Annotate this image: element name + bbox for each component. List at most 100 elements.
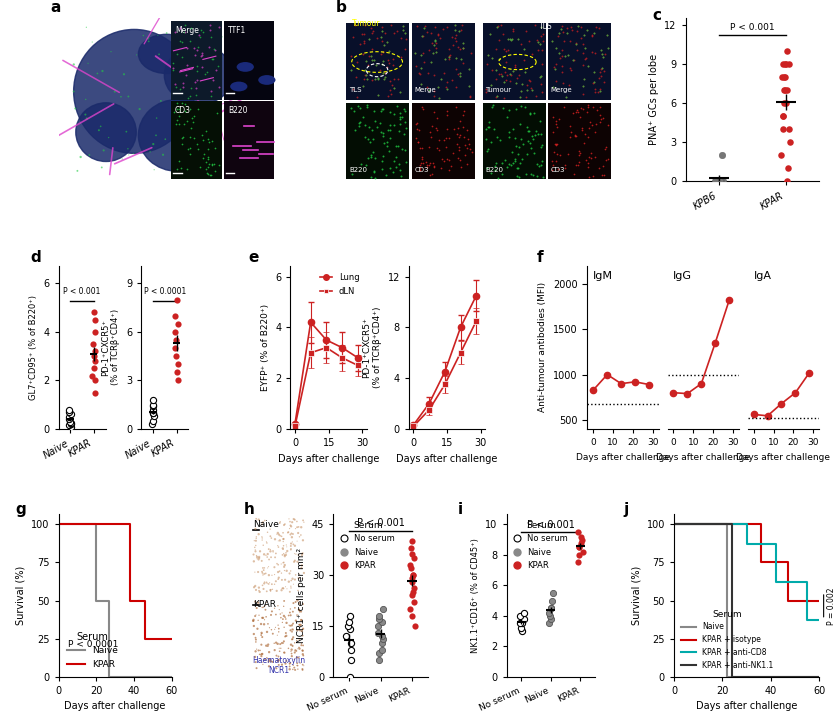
Point bbox=[578, 138, 591, 149]
Point bbox=[371, 627, 385, 639]
Point bbox=[481, 49, 494, 60]
Point bbox=[359, 55, 372, 67]
Point bbox=[363, 122, 376, 133]
Point bbox=[436, 24, 450, 35]
Point bbox=[355, 29, 369, 40]
Point bbox=[171, 318, 185, 330]
Point bbox=[779, 58, 793, 69]
Point bbox=[492, 53, 506, 65]
Point bbox=[415, 47, 429, 58]
Point bbox=[249, 533, 263, 544]
Point bbox=[508, 132, 522, 144]
Point bbox=[272, 559, 285, 570]
Point bbox=[257, 539, 270, 551]
Point bbox=[282, 576, 295, 588]
Point bbox=[444, 161, 457, 172]
Point bbox=[257, 576, 271, 588]
Text: P < 0.001: P < 0.001 bbox=[527, 520, 575, 530]
Point bbox=[156, 149, 170, 161]
Point bbox=[192, 96, 206, 107]
Point bbox=[283, 567, 296, 579]
Point bbox=[778, 84, 792, 96]
Point bbox=[356, 80, 370, 91]
Point bbox=[356, 48, 370, 60]
Point bbox=[200, 163, 213, 174]
Point bbox=[484, 137, 497, 148]
Point bbox=[353, 116, 366, 127]
Point bbox=[480, 124, 493, 135]
Point bbox=[508, 59, 522, 71]
Point bbox=[505, 34, 518, 45]
Point bbox=[79, 22, 93, 33]
Point bbox=[549, 76, 563, 87]
Point bbox=[416, 30, 430, 41]
Point bbox=[375, 25, 389, 37]
Point bbox=[293, 642, 306, 653]
Point bbox=[536, 171, 549, 182]
Point bbox=[494, 68, 507, 79]
Point bbox=[283, 607, 297, 618]
Point bbox=[375, 105, 388, 117]
Point bbox=[249, 646, 263, 657]
Point bbox=[535, 58, 548, 70]
Point bbox=[190, 60, 203, 71]
Point bbox=[104, 46, 118, 58]
Point bbox=[193, 162, 206, 174]
Text: h: h bbox=[243, 503, 254, 517]
Point bbox=[588, 127, 601, 138]
Point bbox=[262, 656, 275, 667]
Point bbox=[364, 54, 378, 66]
Point bbox=[375, 25, 389, 37]
Point bbox=[501, 45, 514, 56]
Point bbox=[453, 141, 466, 153]
Point bbox=[284, 575, 298, 586]
Point bbox=[147, 410, 161, 422]
Point bbox=[531, 37, 544, 48]
Text: IgA: IgA bbox=[753, 271, 772, 281]
Point bbox=[594, 85, 607, 96]
Point bbox=[94, 121, 107, 132]
Point bbox=[206, 158, 219, 170]
Point bbox=[558, 163, 572, 174]
Point bbox=[279, 613, 293, 625]
Point bbox=[291, 556, 304, 567]
Point bbox=[276, 543, 289, 554]
Point bbox=[376, 55, 390, 67]
Point bbox=[426, 120, 439, 132]
Point bbox=[422, 160, 436, 171]
Point bbox=[272, 541, 285, 553]
Point bbox=[554, 23, 568, 35]
Point bbox=[522, 35, 536, 47]
Point bbox=[410, 21, 424, 32]
Point bbox=[170, 351, 183, 362]
Point bbox=[372, 72, 385, 84]
Point bbox=[552, 27, 565, 38]
Text: B220: B220 bbox=[228, 106, 247, 115]
Point bbox=[181, 59, 194, 71]
Point bbox=[522, 74, 536, 86]
Point bbox=[67, 59, 80, 71]
Point bbox=[89, 374, 102, 386]
Point bbox=[159, 133, 172, 145]
Point bbox=[252, 554, 265, 565]
Text: B220: B220 bbox=[349, 167, 367, 173]
Point bbox=[268, 534, 282, 545]
Point bbox=[214, 54, 227, 66]
Point bbox=[386, 53, 400, 65]
Point bbox=[183, 90, 196, 102]
Point bbox=[272, 660, 285, 671]
Point bbox=[256, 521, 269, 532]
Point bbox=[127, 148, 140, 159]
Point bbox=[263, 585, 277, 596]
Point bbox=[63, 406, 76, 418]
Point bbox=[553, 47, 566, 58]
Point bbox=[558, 50, 571, 62]
Point bbox=[456, 42, 469, 54]
Point bbox=[432, 134, 446, 145]
Point bbox=[390, 152, 403, 163]
Point bbox=[259, 549, 273, 561]
Point bbox=[290, 635, 303, 647]
Point bbox=[780, 45, 793, 56]
Point bbox=[347, 31, 360, 42]
Point bbox=[259, 604, 273, 616]
